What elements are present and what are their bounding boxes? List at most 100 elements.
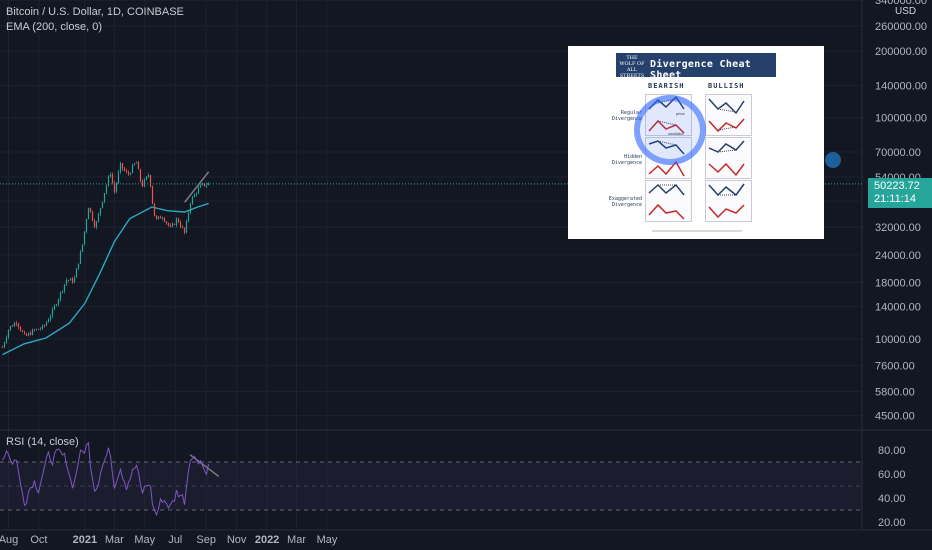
candle-body xyxy=(57,299,60,305)
candle-body xyxy=(33,329,36,331)
y-tick-label: 18000.00 xyxy=(875,278,921,290)
x-tick-label: Mar xyxy=(105,534,124,546)
column-bullish: BULLISH xyxy=(708,82,745,90)
candle-body xyxy=(81,244,84,252)
candle-body xyxy=(187,212,190,222)
drawing-handle[interactable] xyxy=(825,152,841,168)
candle-body xyxy=(127,172,130,175)
y-tick-label: 200000.00 xyxy=(875,46,927,58)
candle-body xyxy=(179,222,182,227)
candle-body xyxy=(31,329,34,335)
candle-body xyxy=(193,194,196,198)
candle-body xyxy=(181,226,184,228)
last-price: 50223.72 xyxy=(874,180,920,192)
ema-line xyxy=(2,202,209,356)
candle-body xyxy=(63,284,66,292)
candle-body xyxy=(99,208,102,215)
candle-body xyxy=(1,347,4,348)
candle-body xyxy=(39,328,42,330)
last-price-tag: 50223.72 21:11:14 xyxy=(868,178,932,208)
y-tick-label: 260000.00 xyxy=(875,21,927,33)
y-tick-label: 340000.00 xyxy=(875,0,927,7)
rsi-band-fill xyxy=(0,462,862,510)
candle-body xyxy=(73,277,76,283)
candle-body xyxy=(203,183,206,186)
candle-body xyxy=(91,211,94,221)
candle-body xyxy=(71,278,74,283)
candle-body xyxy=(23,331,26,334)
candle-body xyxy=(3,342,6,348)
candle-body xyxy=(79,251,82,264)
x-tick-label: Sep xyxy=(196,534,216,546)
candle-body xyxy=(119,163,122,173)
candle-body xyxy=(19,327,22,331)
candle-body xyxy=(205,185,208,186)
candle-body xyxy=(53,305,56,310)
candle-body xyxy=(21,330,24,332)
candles xyxy=(1,160,210,349)
candle-body xyxy=(107,176,110,186)
y-tick-label: 70000.00 xyxy=(875,147,921,159)
candle-body xyxy=(7,329,10,338)
x-tick-label: May xyxy=(317,534,338,546)
candle-body xyxy=(61,291,64,293)
candle-body xyxy=(77,263,80,269)
candle-body xyxy=(65,280,68,285)
row-regular: Regular Divergence xyxy=(611,110,642,122)
candle-body xyxy=(85,219,88,232)
x-tick-label: Nov xyxy=(227,534,247,546)
y-tick-label: 10000.00 xyxy=(875,334,921,346)
rsi-legend[interactable]: RSI (14, close) xyxy=(6,436,79,448)
candle-body xyxy=(189,203,192,213)
y-tick-label: 32000.00 xyxy=(875,222,921,234)
candle-body xyxy=(15,322,18,324)
cheat-sheet-footer xyxy=(652,230,742,232)
candle-body xyxy=(133,163,136,166)
ema-legend[interactable]: EMA (200, close, 0) xyxy=(6,21,102,33)
candle-body xyxy=(45,322,48,326)
rsi-series-line xyxy=(2,441,209,517)
candle-body xyxy=(117,172,120,183)
candle-body xyxy=(165,221,168,224)
panel-exaggerated-bullish xyxy=(705,180,752,222)
candle-body xyxy=(111,174,114,183)
candle-body xyxy=(75,268,78,278)
candle-body xyxy=(147,175,150,177)
candle-body xyxy=(183,227,186,233)
candle-body xyxy=(125,170,128,173)
candle-body xyxy=(145,176,148,180)
candle-body xyxy=(27,333,30,336)
candle-body xyxy=(93,220,96,228)
candle-body xyxy=(17,323,20,328)
panel-exaggerated-bearish xyxy=(645,180,692,222)
candle-body xyxy=(49,316,52,320)
y-tick-label: 4500.00 xyxy=(875,411,915,423)
panel-hidden-bullish xyxy=(705,137,752,179)
candle-body xyxy=(113,182,116,192)
candle-body xyxy=(11,326,14,327)
candle-body xyxy=(83,231,86,245)
candle-body xyxy=(97,214,100,222)
x-tick-label: May xyxy=(134,534,155,546)
candle-body xyxy=(139,169,142,182)
column-bearish: BEARISH xyxy=(648,82,685,90)
candle-body xyxy=(131,165,134,173)
symbol-legend[interactable]: Bitcoin / U.S. Dollar, 1D, COINBASE xyxy=(6,6,184,18)
wolf-logo: THE WOLF OF ALL STREETS xyxy=(619,55,645,79)
candle-body xyxy=(135,162,138,164)
candle-body xyxy=(101,201,104,209)
candle-body xyxy=(51,309,54,317)
candle-body xyxy=(143,179,146,187)
x-tick-label: Oct xyxy=(30,534,47,546)
candle-body xyxy=(47,319,50,323)
currency-label: USD xyxy=(895,6,917,17)
candle-body xyxy=(197,187,200,194)
candle-body xyxy=(95,221,98,228)
rsi-band xyxy=(0,461,862,511)
candle-body xyxy=(41,325,44,329)
candle-body xyxy=(177,218,180,223)
candle-body xyxy=(191,197,194,204)
candle-body xyxy=(157,216,160,219)
x-tick-label: 2021 xyxy=(73,534,97,546)
highlight-circle[interactable] xyxy=(634,95,706,165)
